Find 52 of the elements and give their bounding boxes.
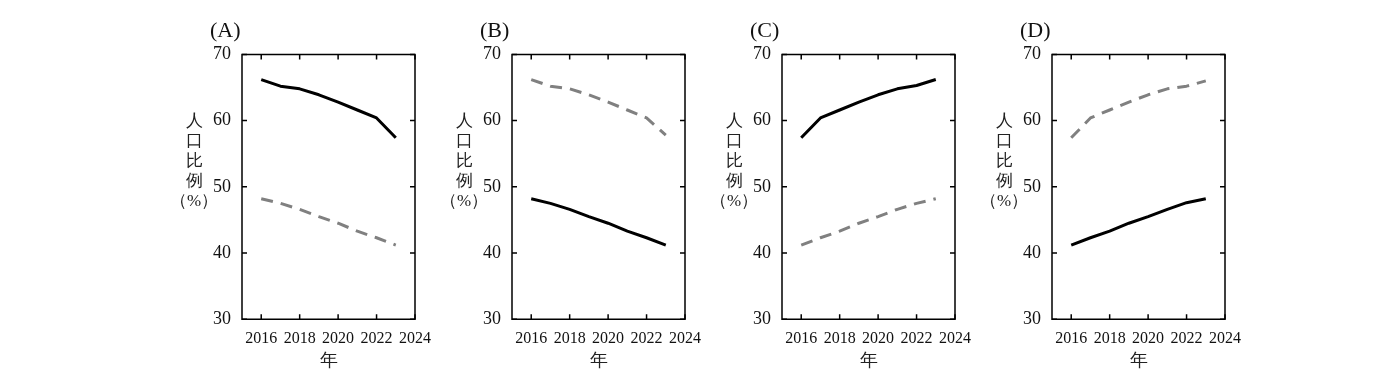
line-series — [529, 78, 668, 137]
y-tick-label: 40 — [213, 241, 231, 262]
x-tick-label: 2018 — [1093, 329, 1126, 346]
x-tick-label: 2020 — [1132, 329, 1165, 346]
line-series — [259, 197, 398, 247]
y-tick-label: 60 — [483, 109, 501, 130]
y-tick-label: 70 — [753, 43, 771, 64]
x-tick-label: 2016 — [1055, 329, 1088, 346]
chart-title: (D) — [1020, 16, 1051, 42]
y-tick-label: 60 — [1023, 109, 1041, 130]
x-axis-title: 年 — [1129, 349, 1148, 370]
y-tick-label: 70 — [1023, 43, 1041, 64]
y-tick-label: 50 — [213, 175, 231, 196]
line-series — [1069, 79, 1208, 140]
y-tick-label: 40 — [1023, 241, 1041, 262]
y-tick-label: 50 — [483, 175, 501, 196]
x-tick-label: 2024 — [1209, 329, 1241, 346]
y-tick-label: 30 — [483, 307, 501, 328]
x-tick-label: 2022 — [630, 329, 663, 346]
y-tick-label: 40 — [753, 241, 771, 262]
x-tick-label: 2016 — [245, 329, 278, 346]
x-axis-title: 年 — [859, 349, 878, 370]
y-tick-label: 70 — [213, 43, 231, 64]
y-tick-label: 30 — [753, 307, 771, 328]
y-tick-label: 70 — [483, 43, 501, 64]
x-tick-label: 2020 — [322, 329, 355, 346]
x-tick-label: 2024 — [669, 329, 701, 346]
x-tick-label: 2020 — [592, 329, 625, 346]
chart-title: (B) — [480, 16, 510, 42]
y-tick-label: 60 — [753, 109, 771, 130]
x-tick-label: 2018 — [553, 329, 586, 346]
chart-title: (C) — [750, 16, 780, 42]
x-tick-label: 2016 — [515, 329, 548, 346]
x-axis-title: 年 — [589, 349, 608, 370]
y-tick-label: 50 — [1023, 175, 1041, 196]
x-tick-label: 2022 — [360, 329, 393, 346]
y-tick-label: 50 — [753, 175, 771, 196]
y-tick-label: 30 — [213, 307, 231, 328]
chart-title: (A) — [210, 16, 241, 42]
y-tick-label: 40 — [483, 241, 501, 262]
y-tick-label: 60 — [213, 109, 231, 130]
x-tick-label: 2022 — [1170, 329, 1203, 346]
line-series — [799, 197, 938, 247]
x-tick-label: 2018 — [283, 329, 316, 346]
x-tick-label: 2020 — [862, 329, 895, 346]
x-tick-label: 2024 — [939, 329, 971, 346]
x-tick-label: 2022 — [900, 329, 933, 346]
x-tick-label: 2016 — [785, 329, 818, 346]
x-axis-title: 年 — [319, 349, 338, 370]
y-tick-label: 30 — [1023, 307, 1041, 328]
x-tick-label: 2018 — [823, 329, 856, 346]
x-tick-label: 2024 — [399, 329, 431, 346]
